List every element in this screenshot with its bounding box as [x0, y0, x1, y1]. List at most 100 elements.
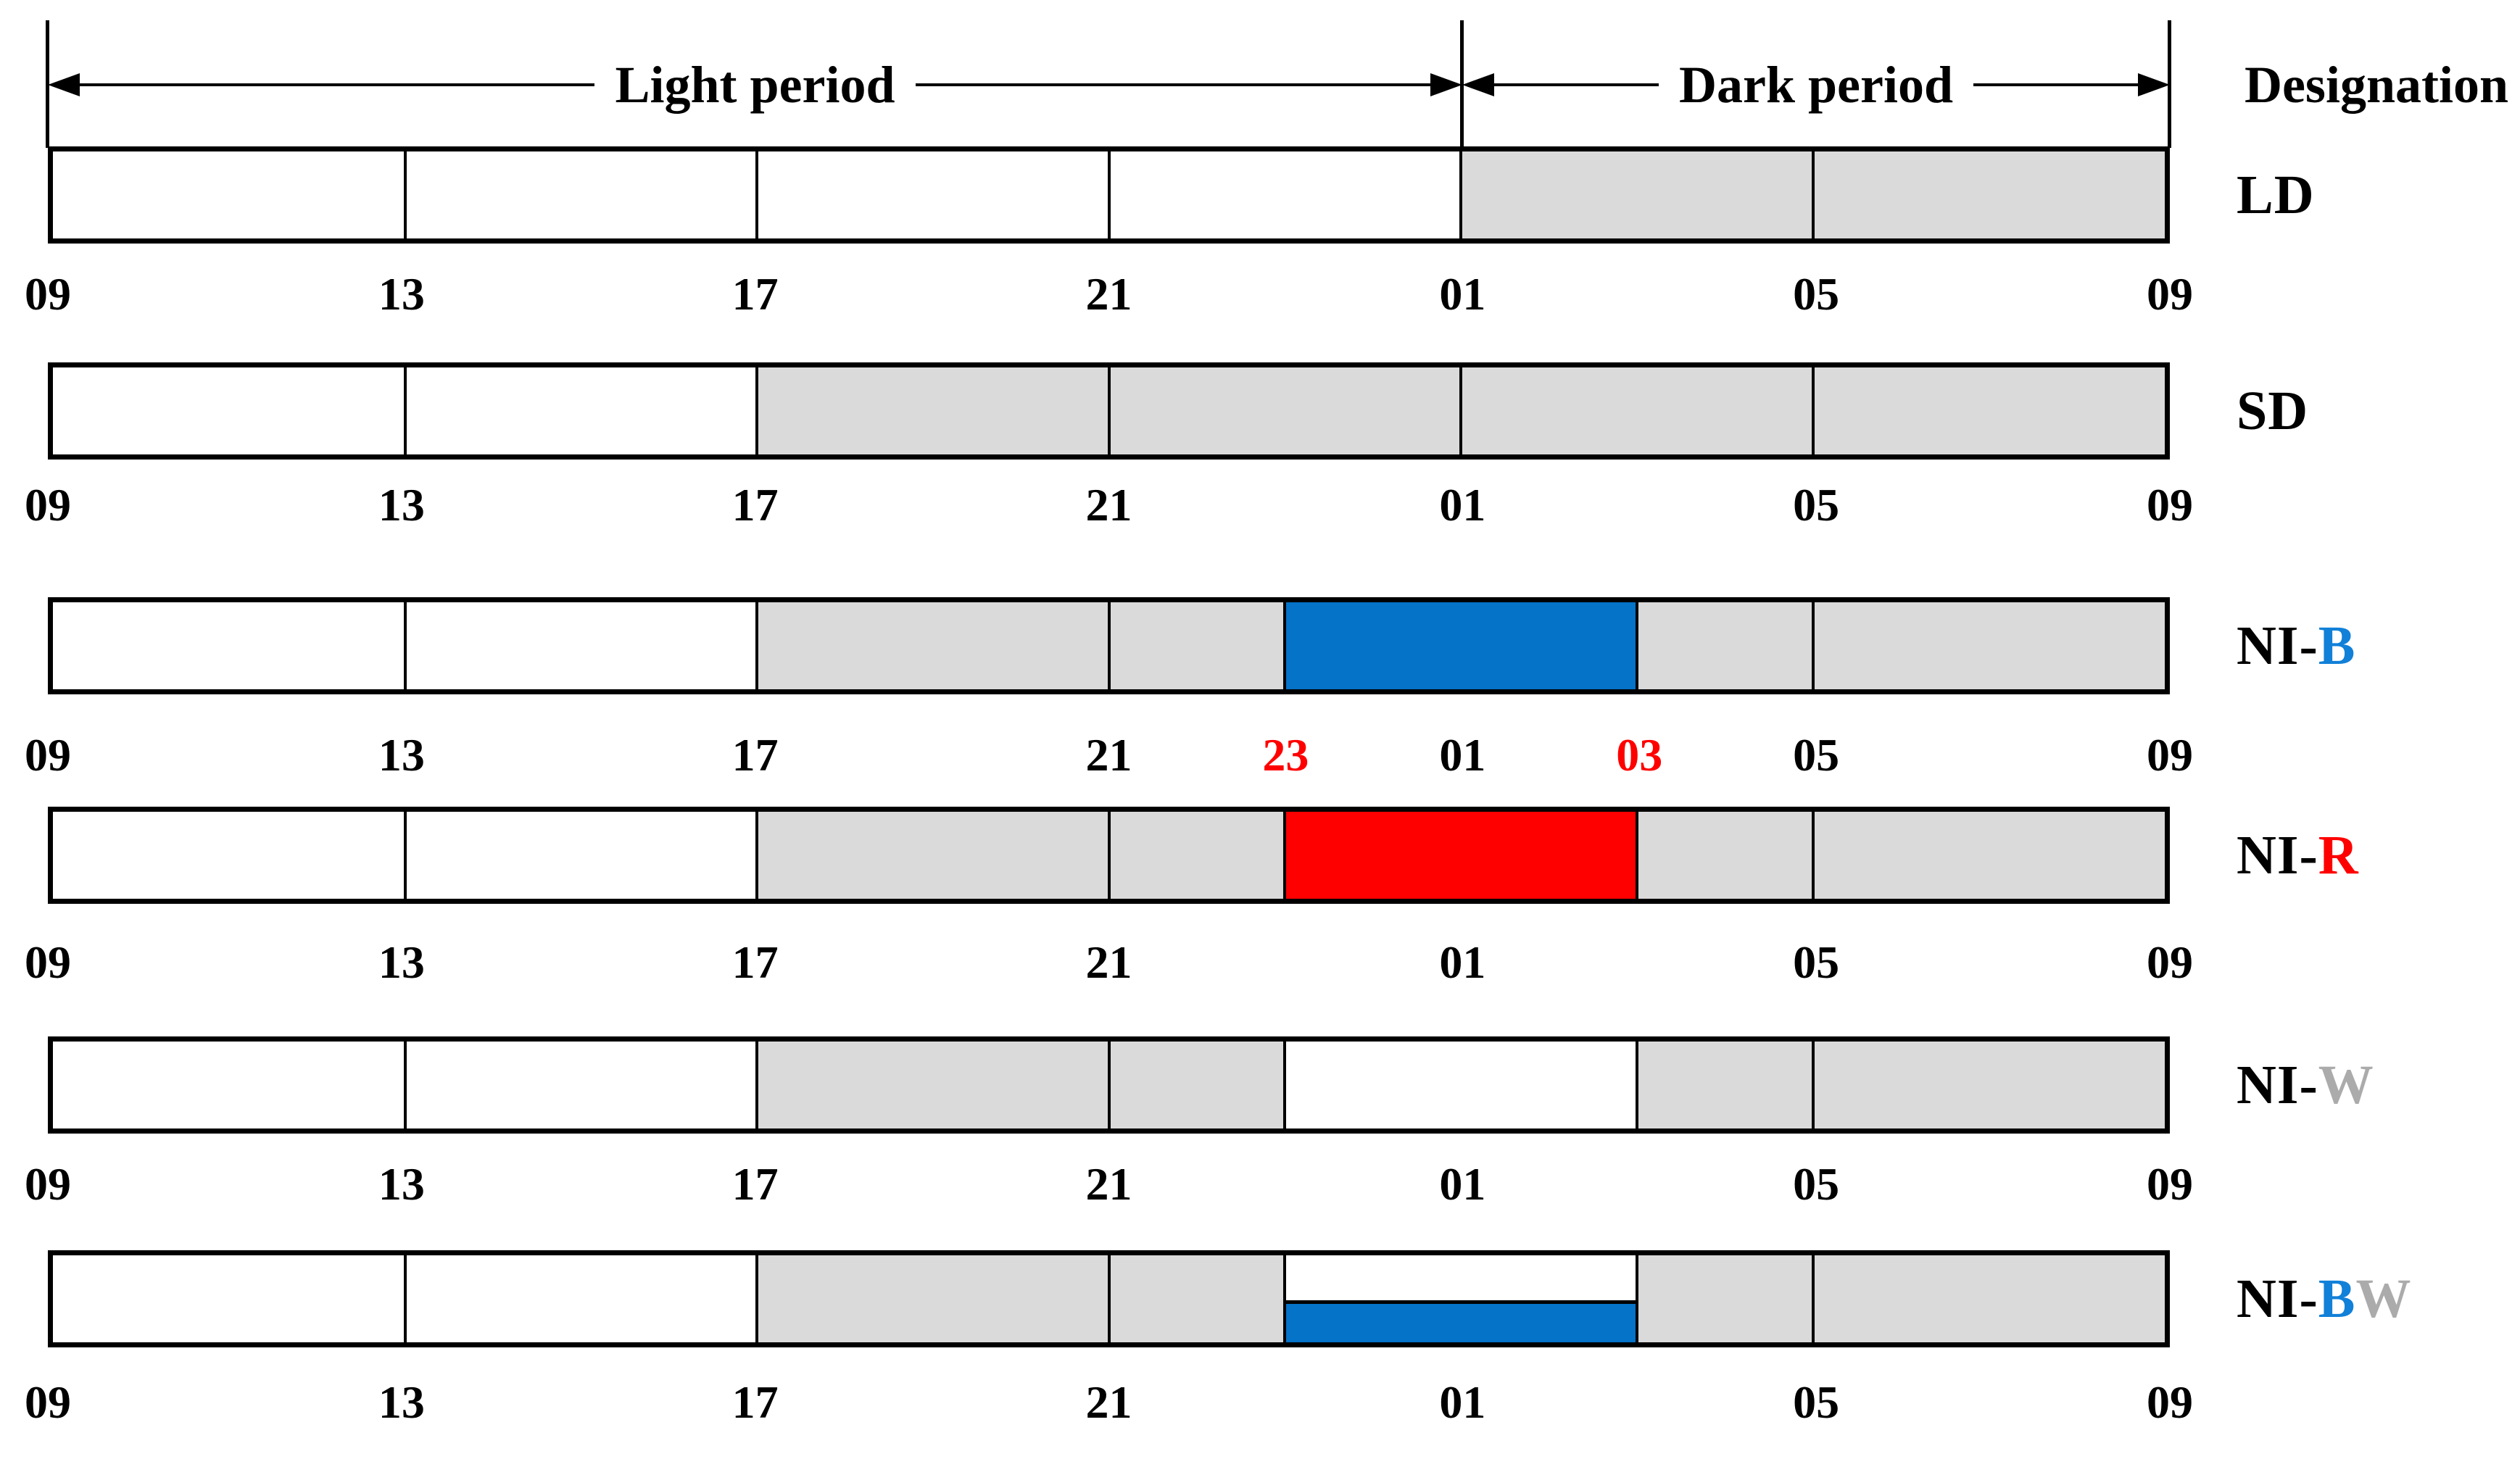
bar-segment: [1812, 367, 2165, 454]
segment-divider: [1107, 812, 1111, 899]
segment-divider: [403, 151, 407, 238]
row-designation-NI-BW: NI-BW: [2237, 1271, 2411, 1326]
tick-label-SD-21: 21: [1085, 479, 1132, 531]
bar-segment: [53, 367, 405, 454]
segment-divider: [1283, 1042, 1287, 1128]
segment-divider: [755, 812, 758, 899]
segment-divider: [1811, 812, 1815, 899]
designation-letter-group: NI-: [2237, 1055, 2318, 1115]
tick-label-NI-R-01: 01: [1439, 936, 1486, 988]
tick-label-NI-BW-05: 05: [1793, 1376, 1840, 1428]
bar-segment: [757, 602, 1109, 689]
segment-divider: [1811, 1042, 1815, 1128]
schedule-bar-NI-BW: [48, 1250, 2170, 1347]
designation-letter-group: NI-: [2237, 1268, 2318, 1329]
tick-label-NI-B-21: 21: [1085, 729, 1132, 781]
period-boundary-tick-left: [46, 20, 49, 148]
segment-divider: [755, 602, 758, 689]
tick-label-NI-B-09: 09: [25, 729, 71, 781]
bar-segment: [757, 367, 1109, 454]
tick-label-NI-B-05: 05: [1793, 729, 1840, 781]
arrow-line: [915, 83, 1430, 86]
tick-label-LD-09: 09: [25, 268, 71, 320]
bar-segment: [757, 1042, 1109, 1128]
bar-segment: [1636, 602, 1813, 689]
tick-label-SD-01: 01: [1439, 479, 1486, 531]
bar-segment: [1461, 151, 1813, 238]
designation-letter-group: NI-: [2237, 825, 2318, 886]
tick-label-NI-W-05: 05: [1793, 1158, 1840, 1210]
bar-segment: [1285, 1042, 1637, 1128]
tick-label-NI-BW-09: 09: [25, 1376, 71, 1428]
segment-divider: [1107, 367, 1111, 454]
segment-divider: [1635, 812, 1638, 899]
tick-label-LD-13: 13: [378, 268, 425, 320]
tick-label-NI-R-13: 13: [378, 936, 425, 988]
night-interruption-blue-strip: [1285, 1300, 1637, 1342]
tick-label-SD-09: 09: [25, 479, 71, 531]
tick-label-NI-W-09: 09: [2147, 1158, 2193, 1210]
tick-label-NI-W-21: 21: [1085, 1158, 1132, 1210]
bar-segment: [53, 1042, 405, 1128]
designation-letter-group: B: [2318, 1268, 2356, 1329]
segment-divider: [1635, 1042, 1638, 1128]
segment-divider: [1811, 151, 1815, 238]
row-designation-SD: SD: [2237, 383, 2308, 438]
tick-label-SD-17: 17: [731, 479, 779, 531]
bar-segment: [757, 151, 1109, 238]
segment-divider: [1811, 1255, 1815, 1342]
segment-divider: [1811, 602, 1815, 689]
segment-divider: [1107, 151, 1111, 238]
tick-label-NI-BW-09: 09: [2147, 1376, 2193, 1428]
designation-letter-group: W: [2318, 1055, 2374, 1115]
designation-letter-group: R: [2318, 825, 2359, 886]
tick-label-SD-05: 05: [1793, 479, 1840, 531]
segment-divider: [1635, 602, 1638, 689]
segment-divider: [1283, 1255, 1287, 1342]
bar-segment: [53, 1255, 405, 1342]
designation-column-header: Designation: [2244, 56, 2509, 114]
tick-label-LD-01: 01: [1439, 268, 1486, 320]
tick-label-SD-09: 09: [2147, 479, 2193, 531]
segment-divider: [403, 812, 407, 899]
segment-divider: [1107, 1255, 1111, 1342]
bar-segment: [1812, 1042, 2165, 1128]
tick-label-LD-09: 09: [2147, 268, 2193, 320]
designation-letter-group: B: [2318, 615, 2356, 676]
tick-label-LD-05: 05: [1793, 268, 1840, 320]
bar-segment: [1108, 812, 1285, 899]
tick-label-LD-17: 17: [731, 268, 779, 320]
segment-divider: [403, 367, 407, 454]
tick-label-NI-B-01: 01: [1439, 729, 1486, 781]
bar-segment: [1108, 602, 1285, 689]
bar-segment: [1285, 1255, 1637, 1342]
segment-divider: [1283, 812, 1287, 899]
tick-label-NI-W-17: 17: [731, 1158, 779, 1210]
dark-period-label: Dark period: [1679, 56, 1953, 114]
segment-divider: [403, 1042, 407, 1128]
arrow-line: [1494, 83, 1659, 86]
bar-segment: [757, 1255, 1109, 1342]
tick-label-SD-13: 13: [378, 479, 425, 531]
segment-divider: [403, 602, 407, 689]
segment-divider: [755, 151, 758, 238]
tick-label-NI-BW-17: 17: [731, 1376, 779, 1428]
bar-segment: [1812, 602, 2165, 689]
row-designation-NI-W: NI-W: [2237, 1057, 2374, 1113]
arrowhead-right-icon: [1430, 73, 1462, 96]
segment-divider: [1107, 1042, 1111, 1128]
bar-segment: [1108, 151, 1461, 238]
designation-letter-group: LD: [2237, 165, 2315, 225]
bar-segment: [53, 602, 405, 689]
segment-divider: [755, 1042, 758, 1128]
arrow-line: [80, 83, 595, 86]
bar-segment: [1636, 1042, 1813, 1128]
tick-label-NI-B-03: 03: [1616, 729, 1663, 781]
schedule-bar-NI-R: [48, 807, 2170, 904]
bar-segment: [1812, 812, 2165, 899]
bar-segment: [1108, 1042, 1285, 1128]
tick-label-NI-W-13: 13: [378, 1158, 425, 1210]
bar-segment: [1636, 812, 1813, 899]
bar-segment: [53, 151, 405, 238]
